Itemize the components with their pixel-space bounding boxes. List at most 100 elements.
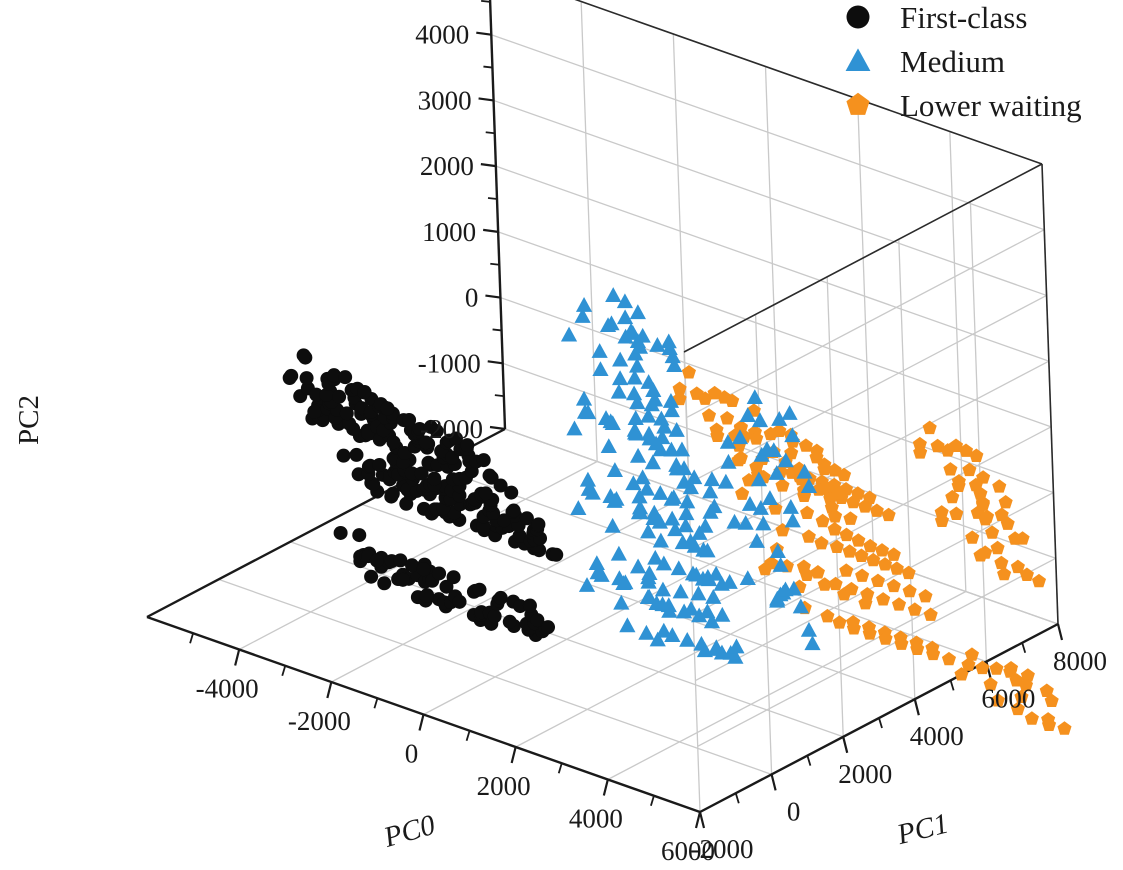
legend-triangle-marker[interactable]	[845, 48, 871, 72]
data-point-triangle	[655, 555, 672, 571]
x-tick-label: -4000	[196, 674, 259, 704]
data-point-pentagon	[869, 503, 884, 517]
data-point-pentagon	[1020, 668, 1035, 682]
data-point-triangle	[694, 570, 712, 586]
data-point-pentagon	[969, 448, 984, 462]
data-point-triangle	[566, 420, 583, 436]
data-point-circle	[405, 558, 420, 573]
x-tick-minor	[189, 632, 194, 644]
data-point-triangle	[611, 370, 629, 386]
data-point-triangle	[661, 602, 678, 618]
data-point-circle	[299, 371, 314, 386]
x-tick-minor	[465, 730, 471, 742]
right-vertical-edge	[1041, 163, 1059, 625]
data-point-triangle	[656, 418, 673, 434]
data-point-pentagon	[994, 507, 1009, 521]
data-point-triangle	[695, 541, 712, 557]
data-point-circle	[478, 486, 493, 501]
legend-circle-marker[interactable]	[846, 5, 870, 29]
data-point-triangle	[664, 348, 681, 364]
data-point-triangle	[593, 567, 610, 582]
data-point-pentagon	[784, 445, 799, 460]
y-tick-major	[842, 736, 849, 754]
data-point-triangle	[626, 369, 643, 385]
data-point-circle	[432, 566, 447, 581]
data-point-pentagon	[827, 522, 842, 536]
data-point-pentagon	[985, 525, 1000, 539]
data-point-circle	[502, 614, 517, 629]
data-point-triangle	[629, 558, 647, 574]
data-point-circle	[336, 448, 351, 463]
data-point-circle	[412, 421, 427, 436]
data-point-pentagon	[975, 497, 991, 511]
data-point-triangle	[686, 469, 703, 485]
data-point-pentagon	[1019, 567, 1034, 581]
data-point-triangle	[771, 411, 788, 426]
z-tick-minor	[485, 131, 495, 135]
data-point-circle	[519, 511, 534, 526]
data-point-pentagon	[843, 511, 858, 525]
data-point-pentagon	[877, 557, 893, 571]
back-wall-grid-line	[495, 165, 1050, 362]
back-wall-grid-line	[493, 99, 1047, 297]
data-point-triangle	[649, 631, 666, 647]
data-point-pentagon	[994, 555, 1009, 570]
data-point-pentagon	[763, 426, 778, 441]
data-point-triangle	[714, 606, 731, 622]
data-point-triangle	[703, 471, 721, 487]
z-tick-label: 1000	[422, 217, 476, 247]
data-point-circle	[476, 453, 491, 468]
data-point-triangle	[617, 328, 634, 344]
right-wall-grid-line	[683, 351, 701, 813]
data-point-pentagon	[672, 391, 687, 406]
data-point-triangle	[645, 510, 662, 526]
data-point-pentagon	[809, 449, 824, 464]
data-point-circle	[504, 485, 519, 500]
data-point-triangle	[625, 385, 643, 401]
data-point-triangle	[777, 581, 794, 597]
data-point-triangle	[702, 483, 719, 499]
data-point-circle	[284, 368, 299, 383]
z-tick-minor	[492, 328, 502, 332]
floor-grid-line	[423, 525, 782, 716]
data-point-pentagon	[934, 505, 949, 519]
z-tick-label: -2000	[420, 414, 483, 444]
legend-pentagon-marker[interactable]	[846, 92, 870, 115]
back-wall-grid-line	[857, 98, 875, 560]
data-point-pentagon	[1010, 559, 1025, 574]
data-point-pentagon	[894, 636, 909, 650]
y-tick-label: 4000	[910, 721, 964, 751]
data-point-triangle	[578, 577, 596, 592]
z-tick-label: 4000	[415, 20, 469, 50]
data-point-circle	[530, 613, 545, 628]
data-point-triangle	[731, 429, 749, 445]
data-point-triangle	[755, 515, 772, 531]
data-point-triangle	[772, 557, 789, 572]
z-tick-label: 0	[465, 283, 479, 313]
data-point-pentagon	[823, 491, 838, 505]
data-point-triangle	[640, 407, 657, 423]
back-wall-grid-line	[500, 296, 1054, 494]
data-point-triangle	[664, 510, 681, 526]
back-wall-grid-line	[497, 231, 1052, 428]
data-point-pentagon	[855, 568, 870, 582]
data-point-triangle	[796, 463, 813, 479]
data-point-triangle	[752, 500, 769, 515]
x-axis-title: PC0	[379, 809, 439, 854]
data-point-pentagon	[851, 533, 866, 547]
data-point-triangle	[708, 641, 725, 656]
data-point-triangle	[708, 565, 725, 581]
data-point-circle	[493, 478, 508, 493]
data-points-layer	[282, 287, 1072, 735]
back-top-edge	[574, 0, 1043, 165]
data-point-pentagon	[860, 586, 875, 601]
data-point-triangle	[625, 475, 642, 491]
y-tick-minor	[806, 755, 812, 766]
data-point-circle	[472, 582, 487, 597]
data-point-pentagon	[858, 595, 873, 610]
data-point-pentagon	[701, 408, 717, 422]
data-point-pentagon	[881, 507, 896, 522]
data-point-circle	[404, 466, 419, 481]
data-point-pentagon	[839, 563, 854, 577]
chart-legend: First-class Medium Lower waiting	[845, 0, 1082, 123]
